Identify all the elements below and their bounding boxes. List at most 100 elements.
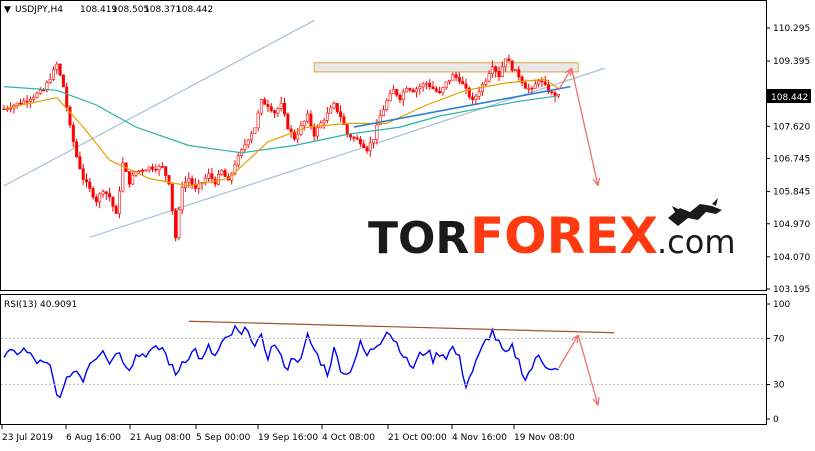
candle-body (388, 93, 392, 102)
trend-line-segment (353, 85, 571, 128)
candle-body (309, 113, 313, 127)
candle-body (540, 80, 544, 83)
candle-body (144, 169, 148, 172)
candle-body (22, 100, 26, 105)
candle-body (474, 95, 478, 100)
candle-body (94, 196, 98, 203)
candle-body (35, 92, 39, 98)
candle-body (527, 87, 531, 90)
candle-body (375, 124, 379, 140)
candle-body (104, 191, 108, 194)
rsi-forecast-arrow-head (592, 397, 600, 406)
candle-body (127, 171, 131, 185)
candle-body (457, 77, 461, 82)
resistance-zone (313, 62, 579, 73)
bull-bear-icon (668, 198, 722, 226)
candle-body (325, 112, 329, 121)
candle-body (101, 191, 105, 195)
time-tick-label: 19 Sep 16:00 (258, 433, 318, 443)
candle-body (263, 99, 267, 105)
candle-body (546, 84, 550, 93)
trend-line (353, 85, 571, 128)
candle-body (471, 96, 475, 100)
time-tick-label: 4 Oct 08:00 (322, 433, 375, 443)
time-tick-label: 21 Oct 00:00 (388, 433, 447, 443)
candle-body (358, 138, 362, 145)
candle-body (517, 69, 521, 78)
candle-body (68, 106, 72, 126)
candle-body (520, 76, 524, 84)
candle-body (154, 168, 158, 171)
candle-body (25, 100, 29, 103)
rsi-axis: 100 70 30 0 (1, 300, 790, 425)
candle-body (543, 81, 547, 85)
candle-body (273, 110, 277, 114)
rsi-tick-label: 30 (773, 381, 785, 391)
rsi-trend-line (188, 320, 615, 334)
time-tick-label: 4 Nov 16:00 (452, 433, 507, 443)
time-tick-label: 21 Aug 08:00 (130, 433, 191, 443)
chart-menu-icon[interactable]: ▼ (4, 5, 11, 15)
candle-body (207, 173, 211, 179)
watermark-forex: FOREX (470, 207, 658, 265)
candle-body (395, 89, 399, 96)
candle-body (451, 74, 455, 81)
candle-body (464, 83, 468, 89)
candle-body (81, 168, 85, 180)
candle-body (269, 106, 273, 112)
candle-body (58, 63, 62, 76)
candle-body (484, 80, 488, 85)
price-forecast-arrow-segment (570, 68, 599, 187)
candle-body (401, 91, 405, 100)
candle-body (434, 88, 438, 92)
time-tick-label: 19 Nov 08:00 (514, 433, 575, 443)
resistance-zone-rect (313, 62, 579, 73)
price-tick-label: 104.970 (773, 220, 810, 230)
candle-body (85, 179, 89, 183)
rsi-panel-frame (0, 294, 767, 425)
high-value: 108.505 (112, 5, 149, 15)
time-axis: 23 Jul 2019 6 Aug 16:00 21 Aug 08:00 5 Sep … (1, 425, 575, 443)
forecast-arrow (557, 67, 601, 187)
candle-body (9, 107, 13, 110)
candle-body (91, 188, 95, 198)
candle-body (246, 139, 250, 146)
candle-body (405, 88, 409, 93)
candle-body (335, 103, 339, 112)
candle-body (507, 58, 511, 62)
channel-upper-line (3, 19, 315, 187)
candle-body (365, 147, 369, 152)
candle-body (345, 124, 349, 135)
candle-body (438, 90, 442, 94)
candle-body (530, 87, 534, 90)
candle-body (141, 170, 145, 172)
candle-body (223, 170, 227, 177)
candle-body (322, 120, 326, 124)
candle-body (414, 88, 418, 93)
candle-body (368, 142, 372, 152)
rsi-tick-label: 100 (773, 300, 790, 310)
candle-body (355, 137, 359, 140)
candle-body (28, 99, 32, 102)
candle-body (329, 107, 333, 114)
price-tick-label: 104.070 (773, 253, 810, 263)
candle-body (203, 177, 207, 183)
rsi-line (3, 324, 559, 399)
candle-body (431, 86, 435, 89)
candle-body (408, 88, 412, 91)
time-tick-label: 23 Jul 2019 (2, 433, 53, 443)
current-price-label: 108.442 (771, 93, 808, 103)
candle-body (131, 174, 135, 185)
current-price-bg (767, 89, 811, 103)
candle-body (550, 91, 554, 94)
candle-body (259, 99, 263, 114)
candle-body (187, 178, 191, 183)
time-tick-label: 5 Sep 00:00 (196, 433, 251, 443)
candle-body (282, 103, 286, 115)
price-forecast-arrow-segment (557, 67, 573, 91)
candle-body (279, 103, 283, 110)
candle-body (170, 183, 174, 211)
price-tick-label: 105.845 (773, 188, 810, 198)
candle-body (190, 178, 194, 185)
